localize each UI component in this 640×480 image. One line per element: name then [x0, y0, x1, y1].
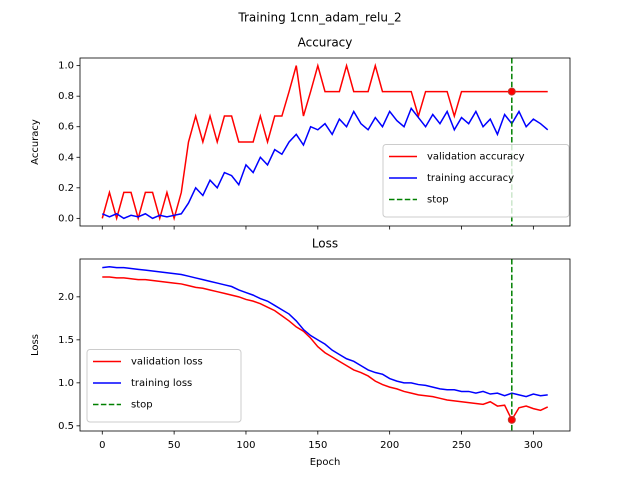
y-tick-label: 1.5	[58, 335, 74, 346]
stop-marker	[507, 415, 516, 424]
axes-frame	[79, 57, 571, 227]
axes-frame	[79, 258, 571, 432]
x-tick-label: 0	[99, 440, 105, 451]
axes-title: Accuracy	[298, 36, 353, 50]
legend-label: validation accuracy	[427, 152, 525, 163]
x-tick-label: 150	[308, 440, 327, 451]
legend-label: training accuracy	[427, 173, 514, 184]
legend-box	[86, 349, 242, 423]
legend-label: stop	[427, 195, 449, 206]
y-tick-label: 0.6	[58, 122, 74, 133]
y-tick-label: 0.2	[58, 183, 74, 194]
data-line	[102, 276, 549, 422]
axes-title: Loss	[312, 237, 338, 251]
plot-area	[101, 58, 549, 226]
y-tick-label: 0.0	[58, 213, 74, 224]
y-axis-label: Loss	[30, 334, 41, 356]
figure-title: Training 1cnn_adam_relu_2	[237, 11, 401, 25]
data-line	[101, 62, 548, 222]
stop-marker	[507, 87, 516, 96]
legend-box	[382, 144, 570, 218]
x-tick-label: 100	[236, 440, 255, 451]
data-line	[102, 265, 548, 398]
data-line	[101, 106, 549, 220]
y-axis-label: Accuracy	[30, 119, 41, 165]
legend-label: training loss	[131, 378, 192, 389]
x-tick-label: 50	[168, 440, 181, 451]
y-tick-label: 2.0	[58, 292, 74, 303]
legend-label: stop	[131, 400, 153, 411]
plot-area	[102, 259, 549, 431]
y-tick-label: 1.0	[58, 61, 74, 72]
legend-label: validation loss	[131, 357, 203, 368]
y-tick-label: 0.4	[58, 152, 74, 163]
y-tick-label: 1.0	[58, 378, 74, 389]
x-tick-label: 250	[452, 440, 471, 451]
x-tick-label: 300	[524, 440, 543, 451]
y-tick-label: 0.8	[58, 91, 74, 102]
x-axis-label: Epoch	[310, 457, 341, 468]
y-tick-label: 0.5	[58, 421, 74, 432]
x-tick-label: 200	[380, 440, 399, 451]
